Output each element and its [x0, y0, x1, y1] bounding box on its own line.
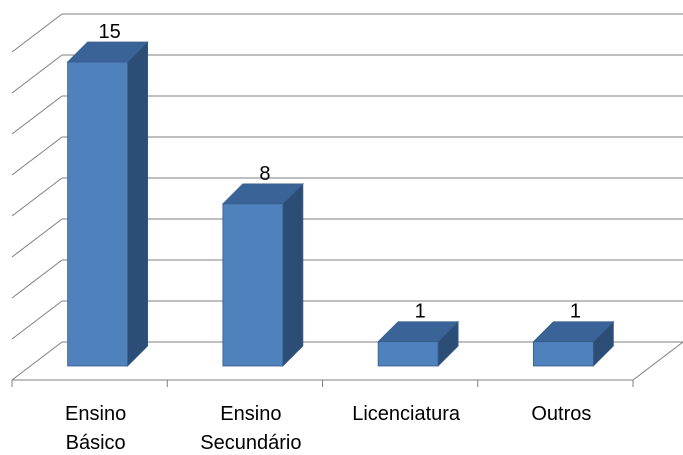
- bar-side: [127, 41, 149, 367]
- data-label: 1: [570, 301, 581, 323]
- bar: [377, 341, 439, 367]
- category-label: Outros: [531, 403, 591, 425]
- side-gridline: [11, 177, 63, 217]
- side-gridline: [11, 95, 63, 135]
- floor-right-edge: [632, 341, 683, 381]
- category-label: Ensino: [220, 403, 281, 425]
- bar: [532, 341, 594, 367]
- data-label: 8: [259, 163, 270, 185]
- data-label: 15: [99, 21, 121, 43]
- bar-side: [282, 182, 304, 367]
- side-gridline: [11, 136, 63, 176]
- category-label: Secundário: [200, 432, 301, 454]
- bar: [67, 61, 129, 367]
- category-label: Ensino: [65, 403, 126, 425]
- data-label: 1: [415, 301, 426, 323]
- side-gridline: [11, 54, 63, 94]
- side-gridline: [11, 13, 63, 53]
- category-label: Licenciatura: [352, 403, 461, 425]
- side-gridline: [11, 218, 63, 258]
- side-gridline: [11, 259, 63, 299]
- side-gridline: [11, 300, 63, 340]
- side-gridline: [11, 341, 63, 381]
- bar: [222, 203, 284, 367]
- category-label: Básico: [66, 432, 126, 454]
